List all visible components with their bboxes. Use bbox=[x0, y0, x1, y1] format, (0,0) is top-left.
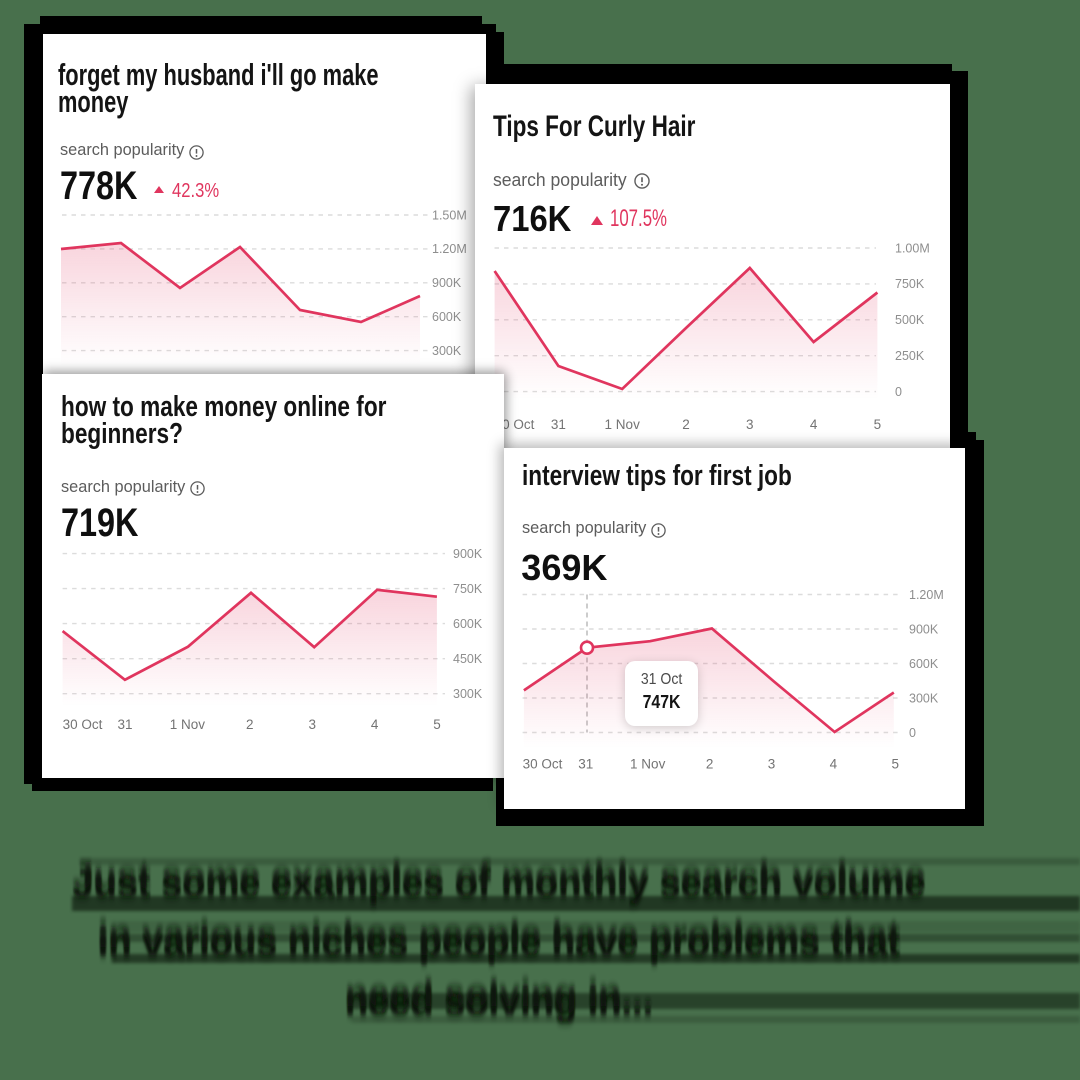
svg-text:5: 5 bbox=[874, 417, 882, 432]
svg-text:3: 3 bbox=[768, 757, 776, 772]
svg-text:2: 2 bbox=[706, 757, 714, 772]
svg-text:750K: 750K bbox=[453, 582, 483, 596]
svg-text:1.20M: 1.20M bbox=[432, 242, 467, 256]
svg-text:1.00M: 1.00M bbox=[895, 241, 930, 255]
svg-text:30 Oct: 30 Oct bbox=[63, 717, 103, 732]
svg-text:750K: 750K bbox=[895, 277, 925, 291]
svg-text:4: 4 bbox=[830, 757, 838, 772]
svg-text:600K: 600K bbox=[453, 617, 483, 631]
svg-text:31: 31 bbox=[578, 757, 593, 772]
svg-text:0: 0 bbox=[895, 385, 902, 399]
svg-text:1 Nov: 1 Nov bbox=[605, 417, 641, 432]
svg-text:250K: 250K bbox=[895, 349, 925, 363]
svg-text:500K: 500K bbox=[895, 313, 925, 327]
svg-text:31: 31 bbox=[117, 717, 132, 732]
svg-text:5: 5 bbox=[433, 717, 441, 732]
svg-text:1 Nov: 1 Nov bbox=[630, 757, 666, 772]
svg-text:900K: 900K bbox=[453, 547, 483, 561]
svg-text:1.50M: 1.50M bbox=[432, 208, 467, 222]
svg-text:3: 3 bbox=[308, 717, 316, 732]
svg-text:31: 31 bbox=[551, 417, 566, 432]
svg-text:300K: 300K bbox=[909, 691, 939, 705]
svg-text:5: 5 bbox=[892, 757, 900, 772]
svg-text:900K: 900K bbox=[909, 622, 939, 636]
svg-text:600K: 600K bbox=[432, 310, 462, 324]
svg-text:2: 2 bbox=[682, 417, 690, 432]
svg-text:300K: 300K bbox=[432, 344, 462, 358]
svg-text:900K: 900K bbox=[432, 276, 462, 290]
svg-text:3: 3 bbox=[746, 417, 754, 432]
svg-text:4: 4 bbox=[371, 717, 379, 732]
svg-text:1 Nov: 1 Nov bbox=[170, 717, 206, 732]
svg-text:450K: 450K bbox=[453, 652, 483, 666]
svg-text:30 Oct: 30 Oct bbox=[523, 757, 563, 772]
svg-text:2: 2 bbox=[246, 717, 254, 732]
svg-text:30 Oct: 30 Oct bbox=[495, 417, 535, 432]
svg-text:300K: 300K bbox=[453, 687, 483, 701]
svg-text:4: 4 bbox=[810, 417, 818, 432]
svg-text:1.20M: 1.20M bbox=[909, 588, 944, 602]
svg-text:0: 0 bbox=[909, 726, 916, 740]
svg-text:600K: 600K bbox=[909, 657, 939, 671]
